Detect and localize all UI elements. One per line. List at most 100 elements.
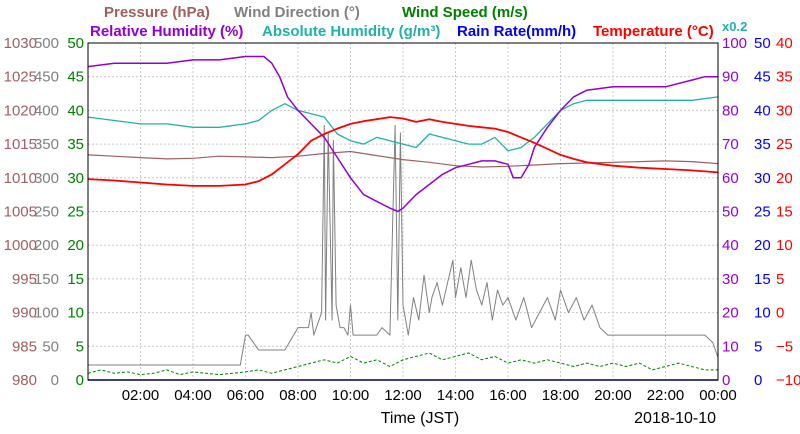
legend-rain-rate: Rain Rate(mm/h)	[457, 23, 576, 40]
y-tick-label-wind-direction: 200	[34, 237, 59, 254]
y-tick-label-rain-rate: 25	[754, 204, 771, 221]
series-line-pressure	[87, 150, 719, 168]
y-tick-label-pressure: 1030	[4, 35, 37, 52]
legend-temperature: Temperature (°C)	[593, 23, 714, 40]
y-tick-label-temperature: 40	[776, 35, 793, 52]
y-tick-label-relative-humidity: 40	[722, 237, 739, 254]
x-tick-label: 22:00	[647, 387, 685, 404]
series-line-wind-direction	[88, 124, 719, 366]
y-tick-label-wind-speed: 50	[67, 35, 84, 52]
y-tick-label-rain-rate: 15	[754, 271, 771, 288]
y-tick-label-temperature: −10	[776, 372, 800, 389]
y-tick-label-relative-humidity: 30	[722, 271, 739, 288]
legend-wind-direction: Wind Direction (°)	[234, 4, 360, 21]
y-tick-label-temperature: 25	[776, 136, 793, 153]
series-line-relative-humidity	[87, 55, 718, 213]
y-tick-label-wind-direction: 400	[34, 102, 59, 119]
y-tick-label-wind-speed: 10	[67, 305, 84, 322]
y-tick-label-relative-humidity: 100	[722, 35, 747, 52]
y-tick-label-pressure: 1000	[4, 237, 37, 254]
y-tick-label-temperature: 0	[776, 305, 784, 322]
x-tick-label: 16:00	[489, 387, 527, 404]
legend-wind-speed: Wind Speed (m/s)	[402, 4, 528, 21]
x-tick-label: 08:00	[279, 387, 317, 404]
y-tick-label-temperature: −5	[776, 338, 793, 355]
x-tick-label: 18:00	[542, 387, 580, 404]
y-tick-label-rain-rate: 40	[754, 102, 771, 119]
series-layer	[87, 55, 719, 381]
series-line-absolute-humidity	[87, 96, 719, 152]
series-line-wind-speed	[87, 352, 718, 376]
plot-frame	[87, 42, 719, 381]
y-tick-label-wind-direction: 350	[34, 136, 59, 153]
y-tick-label-wind-speed: 35	[67, 136, 84, 153]
y-tick-label-rain-rate: 5	[754, 338, 762, 355]
y-tick-label-rain-rate: 30	[754, 170, 771, 187]
y-tick-label-pressure: 995	[12, 271, 37, 288]
y-tick-label-wind-speed: 40	[67, 102, 84, 119]
y-tick-label-temperature: 5	[776, 271, 784, 288]
y-tick-label-pressure: 980	[12, 372, 37, 389]
y-tick-label-wind-speed: 45	[67, 69, 84, 86]
y-tick-label-rain-rate: 10	[754, 305, 771, 322]
legend-relative-humidity: Relative Humidity (%)	[90, 23, 243, 40]
y-tick-label-relative-humidity: 90	[722, 69, 739, 86]
y-tick-label-wind-speed: 15	[67, 271, 84, 288]
y-tick-label-relative-humidity: 80	[722, 102, 739, 119]
y-tick-label-pressure: 990	[12, 305, 37, 322]
y-tick-label-relative-humidity: 50	[722, 204, 739, 221]
y-tick-label-wind-speed: 25	[67, 204, 84, 221]
y-tick-label-relative-humidity: 10	[722, 338, 739, 355]
y-tick-label-wind-direction: 50	[42, 338, 59, 355]
date-label: 2018-10-10	[634, 410, 716, 427]
x-tick-label: 04:00	[174, 387, 212, 404]
y-tick-label-temperature: 35	[776, 69, 793, 86]
y-tick-label-wind-direction: 250	[34, 204, 59, 221]
x-axis-title: Time (JST)	[381, 410, 460, 427]
y-tick-label-pressure: 1015	[4, 136, 37, 153]
y-tick-label-rain-rate: 0	[754, 372, 762, 389]
y-tick-label-wind-direction: 450	[34, 69, 59, 86]
legend-abs-scale-note: x0.2	[722, 19, 747, 34]
y-tick-label-wind-direction: 0	[51, 372, 59, 389]
x-tick-label: 02:00	[122, 387, 160, 404]
y-tick-label-wind-speed: 5	[76, 338, 84, 355]
x-tick-label: 14:00	[437, 387, 475, 404]
y-tick-label-rain-rate: 45	[754, 69, 771, 86]
y-tick-label-temperature: 30	[776, 102, 793, 119]
x-tick-label: 12:00	[384, 387, 422, 404]
y-tick-label-wind-direction: 300	[34, 170, 59, 187]
y-tick-label-relative-humidity: 20	[722, 305, 739, 322]
y-tick-label-rain-rate: 20	[754, 237, 771, 254]
x-tick-label: 20:00	[594, 387, 632, 404]
y-tick-label-temperature: 15	[776, 204, 793, 221]
x-tick-label: 00:00	[699, 387, 737, 404]
y-tick-label-wind-direction: 150	[34, 271, 59, 288]
series-line-temperature	[87, 116, 719, 187]
y-tick-label-wind-speed: 0	[76, 372, 84, 389]
y-tick-label-wind-speed: 30	[67, 170, 84, 187]
y-tick-label-relative-humidity: 70	[722, 136, 739, 153]
legend-absolute-humidity: Absolute Humidity (g/m³)	[262, 23, 440, 40]
y-tick-label-relative-humidity: 0	[722, 372, 730, 389]
y-tick-label-wind-direction: 100	[34, 305, 59, 322]
y-tick-label-temperature: 10	[776, 237, 793, 254]
y-tick-label-relative-humidity: 60	[722, 170, 739, 187]
y-tick-label-wind-direction: 500	[34, 35, 59, 52]
grid	[88, 43, 718, 380]
legend-pressure: Pressure (hPa)	[104, 4, 210, 21]
y-tick-label-rain-rate: 50	[754, 35, 771, 52]
y-tick-label-pressure: 1005	[4, 204, 37, 221]
y-tick-label-pressure: 1010	[4, 170, 37, 187]
x-tick-label: 06:00	[227, 387, 265, 404]
y-tick-label-pressure: 1025	[4, 69, 37, 86]
y-tick-label-pressure: 985	[12, 338, 37, 355]
axes-layer: 02:00 04:00 06:00 08:00 10:00 12:00 14:00 16:00…	[4, 35, 800, 404]
legend: Pressure (hPa) Wind Direction (°) Wind S…	[90, 4, 747, 40]
y-tick-label-pressure: 1020	[4, 102, 37, 119]
x-tick-label: 10:00	[332, 387, 370, 404]
y-tick-label-temperature: 20	[776, 170, 793, 187]
y-tick-label-wind-speed: 20	[67, 237, 84, 254]
